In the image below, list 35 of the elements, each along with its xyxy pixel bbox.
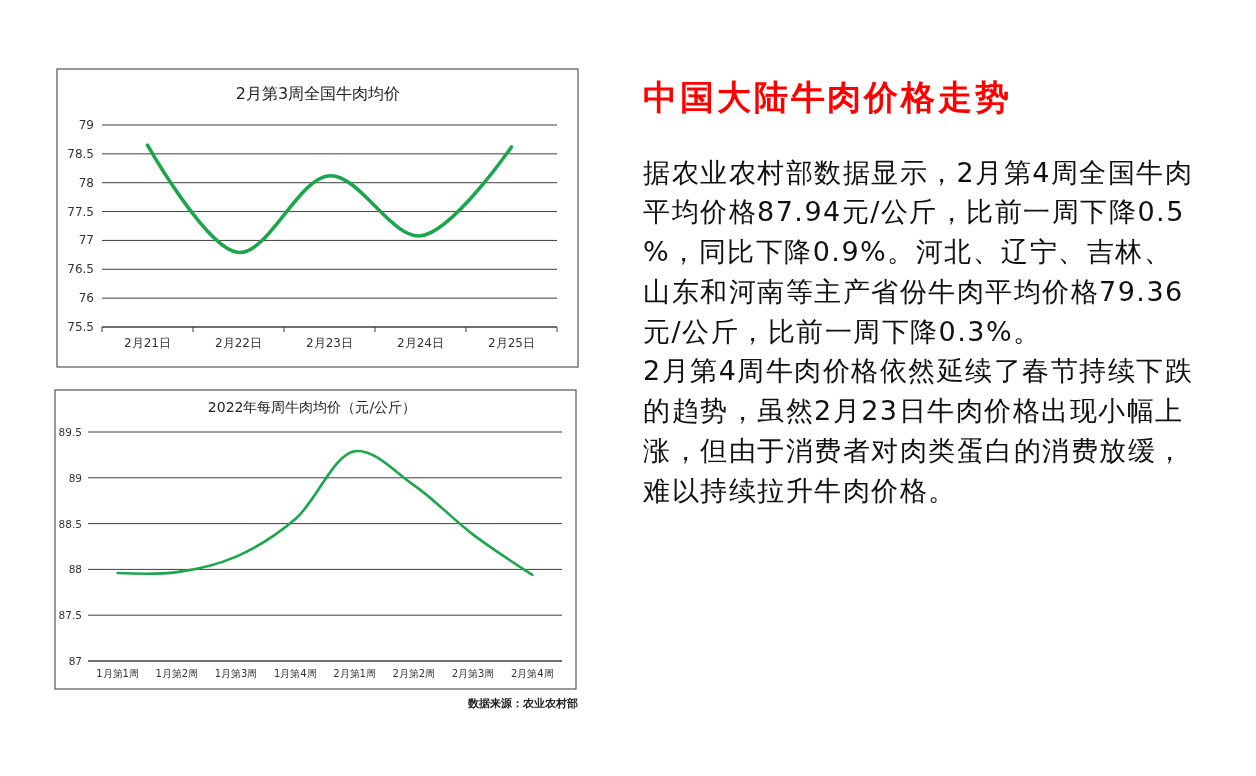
y-tick-label: 89.5 bbox=[58, 426, 82, 438]
y-tick-label: 75.5 bbox=[67, 320, 94, 334]
x-tick-label: 2月第3周 bbox=[451, 667, 495, 679]
line-series bbox=[116, 449, 534, 577]
y-tick-label: 79 bbox=[78, 118, 94, 132]
line-series bbox=[145, 143, 514, 255]
chart-title: 2022年每周牛肉均价（元/公斤） bbox=[207, 399, 417, 415]
x-tick-label: 1月第3周 bbox=[214, 667, 258, 679]
y-tick-label: 77 bbox=[78, 233, 94, 248]
x-tick-label: 1月第1周 bbox=[96, 667, 139, 679]
y-tick-label: 87.5 bbox=[58, 609, 82, 622]
x-tick-label: 2月23日 bbox=[306, 336, 353, 350]
x-tick-label: 2月22日 bbox=[215, 336, 262, 350]
x-tick-label: 2月第1周 bbox=[333, 667, 376, 679]
x-tick-label: 1月第4周 bbox=[274, 667, 317, 679]
y-tick-label: 76.5 bbox=[67, 262, 94, 277]
x-tick-label: 1月第2周 bbox=[155, 667, 199, 679]
y-tick-label: 78 bbox=[78, 175, 94, 190]
y-tick-label: 77.5 bbox=[67, 204, 94, 219]
text: 中国大陆牛肉价格走势 bbox=[643, 77, 1012, 117]
x-tick-label: 2月25日 bbox=[488, 336, 535, 350]
y-tick-label: 88.5 bbox=[58, 517, 82, 530]
text: 2月第4周牛肉价格依然延续了春节持续下跌的趋势，虽然2月23日牛肉价格出现小幅上涨，但由于消费者对肉类蛋白的消费放缓，难以持续拉升牛肉价格。 bbox=[642, 355, 1194, 506]
x-tick-label: 2月24日 bbox=[397, 336, 444, 350]
y-tick-label: 78.5 bbox=[67, 146, 94, 161]
x-tick-label: 2月第4周 bbox=[511, 667, 554, 679]
text: 据农业农村部数据显示，2月第4周全国牛肉平均价格87.94元/公斤，比前一周下降0.5%，同比下降0.9%。河北、辽宁、吉林、山东和河南等主产省份牛肉平均价格79.36元/公斤，比前一周下降0.3%。 bbox=[643, 156, 1194, 347]
y-tick-label: 76 bbox=[78, 291, 94, 306]
chart-title: 2月第3周全国牛肉均价 bbox=[235, 83, 401, 103]
x-tick-label: 2月第2周 bbox=[392, 667, 436, 679]
x-tick-label: 2月21日 bbox=[124, 336, 171, 350]
source-note: 数据来源：农业农村部 bbox=[467, 696, 578, 710]
y-tick-label: 88 bbox=[68, 563, 82, 576]
y-tick-label: 89 bbox=[68, 471, 82, 484]
y-tick-label: 87 bbox=[68, 655, 82, 667]
